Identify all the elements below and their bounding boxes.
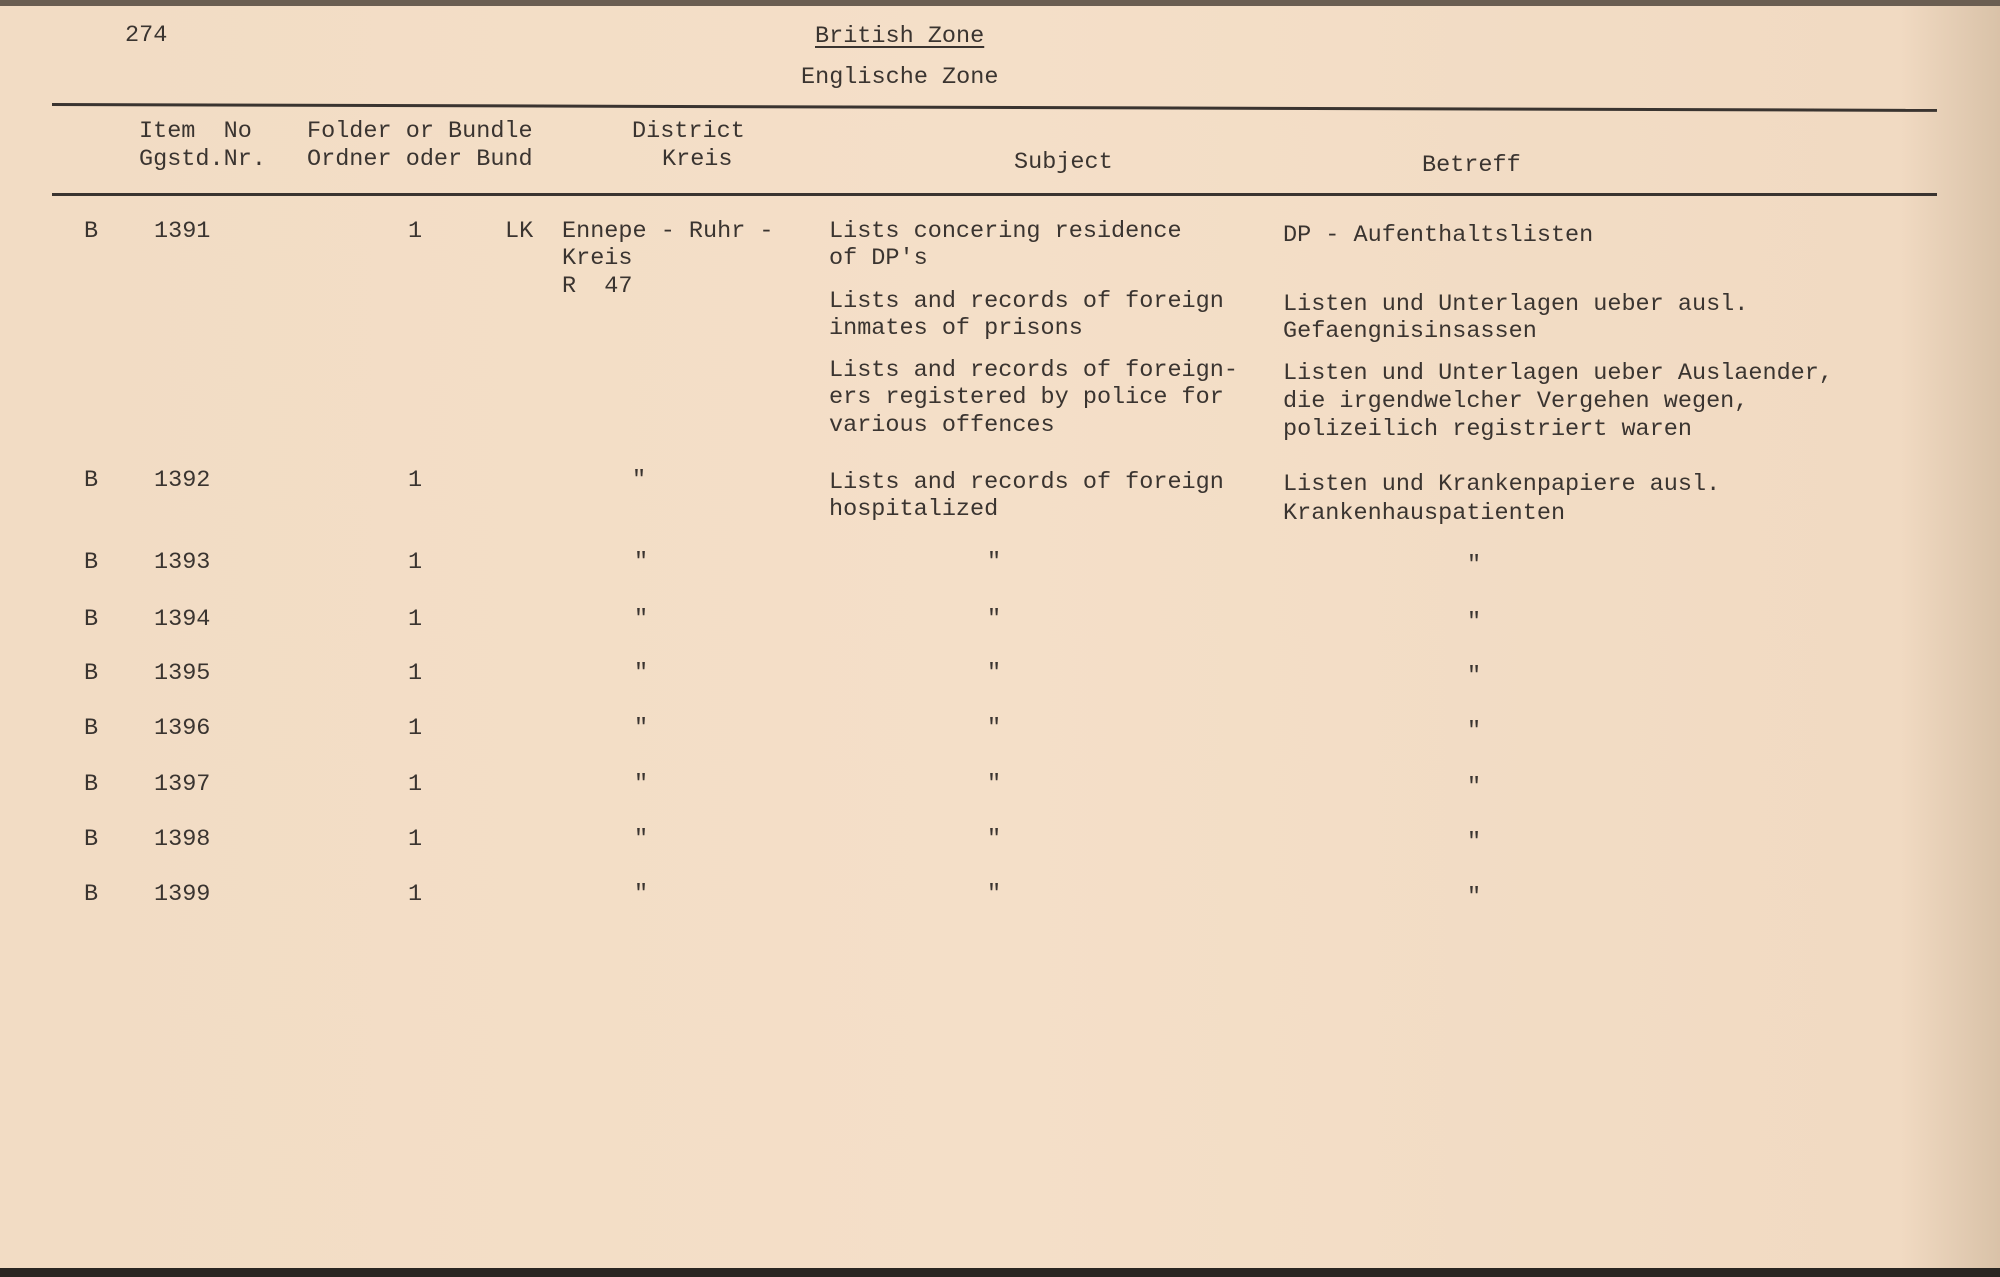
subject-line: inmates of prisons — [829, 315, 1083, 342]
subject-line: Lists and records of foreign — [829, 288, 1224, 315]
item-cell: 1398 — [154, 826, 211, 853]
header-folder: Folder or Bundle — [307, 118, 533, 145]
betreff-ditto: " — [1467, 718, 1482, 745]
betreff-line: Listen und Krankenpapiere ausl. — [1283, 471, 1721, 498]
page-title: British Zone — [815, 23, 985, 50]
series-cell: B — [84, 660, 99, 687]
betreff-ditto: " — [1467, 829, 1482, 856]
subject-line: Lists and records of foreign — [829, 469, 1224, 496]
folder-cell: 1 — [408, 881, 423, 908]
series-cell: B — [84, 826, 99, 853]
betreff-line: Gefaengnisinsassen — [1283, 318, 1537, 345]
series-cell: B — [84, 715, 99, 742]
scan-edge-top — [0, 0, 2000, 6]
betreff-ditto: " — [1467, 552, 1482, 579]
subject-ditto: " — [987, 715, 1002, 742]
betreff-line: polizeilich registriert waren — [1283, 416, 1692, 443]
district-ditto: " — [634, 881, 649, 908]
betreff-ditto: " — [1467, 884, 1482, 911]
item-cell: 1393 — [154, 549, 211, 576]
folder-cell: 1 — [408, 715, 423, 742]
item-cell: 1394 — [154, 606, 211, 633]
district-line: Kreis — [562, 245, 633, 272]
folder-cell: 1 — [408, 606, 423, 633]
subject-ditto: " — [987, 660, 1002, 687]
subject-ditto: " — [987, 826, 1002, 853]
subject-line: various offences — [829, 412, 1055, 439]
header-ordner: Ordner oder Bund — [307, 146, 533, 173]
betreff-line: Listen und Unterlagen ueber ausl. — [1283, 291, 1749, 318]
header-subject: Subject — [1014, 149, 1113, 176]
district-ditto: " — [634, 606, 649, 633]
item-cell: 1392 — [154, 467, 211, 494]
item-cell: 1397 — [154, 771, 211, 798]
series-cell: B — [84, 218, 99, 245]
district-ditto: " — [634, 660, 649, 687]
item-cell: 1395 — [154, 660, 211, 687]
betreff-line: DP - Aufenthaltslisten — [1283, 222, 1594, 249]
series-cell: B — [84, 467, 99, 494]
folder-cell: 1 — [408, 467, 423, 494]
district-ditto: " — [632, 467, 647, 494]
subject-line: Lists concering residence — [829, 218, 1182, 245]
folder-cell: 1 — [408, 218, 423, 245]
district-prefix: LK — [505, 218, 534, 245]
folder-cell: 1 — [408, 549, 423, 576]
subject-ditto: " — [987, 606, 1002, 633]
series-cell: B — [84, 606, 99, 633]
district-ditto: " — [634, 826, 649, 853]
folder-cell: 1 — [408, 771, 423, 798]
betreff-ditto: " — [1467, 663, 1482, 690]
betreff-line: Krankenhauspatienten — [1283, 500, 1566, 527]
item-cell: 1396 — [154, 715, 211, 742]
header-rule-bottom — [52, 193, 1937, 196]
folder-cell: 1 — [408, 660, 423, 687]
header-rule-top — [51, 103, 1937, 112]
subject-line: hospitalized — [829, 496, 999, 523]
betreff-ditto: " — [1467, 774, 1482, 801]
header-betreff: Betreff — [1422, 152, 1521, 179]
district-line: R 47 — [562, 273, 633, 300]
folder-cell: 1 — [408, 826, 423, 853]
subject-line: of DP's — [829, 245, 928, 272]
scan-edge-bottom — [0, 1268, 2000, 1277]
subject-line: Lists and records of foreign- — [829, 357, 1238, 384]
subject-ditto: " — [987, 881, 1002, 908]
series-cell: B — [84, 881, 99, 908]
header-kreis: Kreis — [662, 146, 733, 173]
subject-ditto: " — [987, 549, 1002, 576]
page-number: 274 — [125, 22, 168, 49]
district-ditto: " — [634, 715, 649, 742]
district-ditto: " — [634, 771, 649, 798]
subject-ditto: " — [987, 771, 1002, 798]
district-ditto: " — [634, 549, 649, 576]
betreff-line: die irgendwelcher Vergehen wegen, — [1283, 388, 1749, 415]
header-district: District — [632, 118, 745, 145]
betreff-line: Listen und Unterlagen ueber Auslaender, — [1283, 360, 1833, 387]
page-subtitle: Englische Zone — [801, 64, 999, 91]
header-ggstd-nr: Ggstd.Nr. — [139, 146, 266, 173]
item-cell: 1399 — [154, 881, 211, 908]
betreff-ditto: " — [1467, 609, 1482, 636]
item-cell: 1391 — [154, 218, 211, 245]
series-cell: B — [84, 771, 99, 798]
series-cell: B — [84, 549, 99, 576]
subject-line: ers registered by police for — [829, 384, 1224, 411]
header-item-no: Item No — [139, 118, 252, 145]
district-line: Ennepe - Ruhr - — [562, 218, 774, 245]
